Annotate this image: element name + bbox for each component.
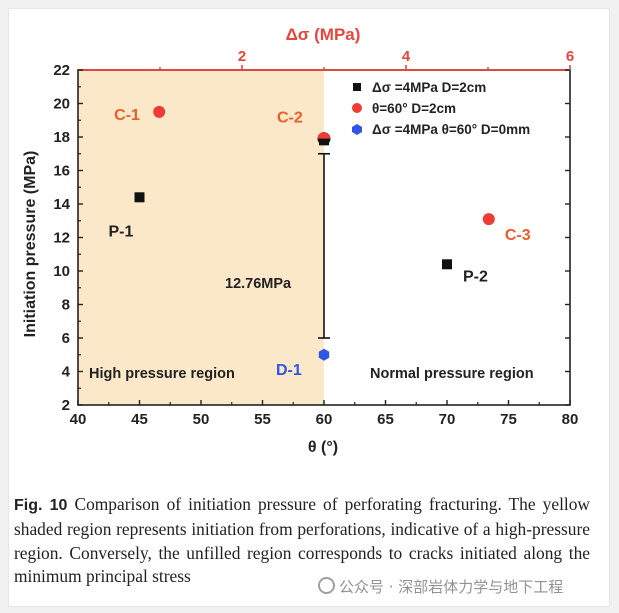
x-tick-label: 45 (131, 411, 148, 428)
difference-annotation-label: 12.76MPa (225, 276, 292, 292)
x-tick-label: 60 (316, 411, 333, 428)
y-tick-label: 16 (53, 163, 70, 180)
y-tick-label: 14 (53, 196, 70, 213)
x-tick-label: 40 (70, 411, 87, 428)
caption-text: Comparison of initiation pressure of per… (14, 494, 590, 587)
point-label-c-3: C-3 (505, 227, 531, 244)
top-tick-label: 2 (238, 48, 246, 65)
high-pressure-shaded-region (78, 70, 324, 405)
legend-entry-1: Δσ =4MPa D=2cm (372, 80, 486, 95)
watermark: 公众号 · 深部岩体力学与地下工程 (318, 576, 563, 597)
point-label-c-2: C-2 (277, 109, 303, 126)
y-tick-label: 22 (53, 62, 70, 79)
normal-pressure-region-label: Normal pressure region (370, 366, 534, 382)
legend-entry-3: Δσ =4MPa θ=60° D=0mm (372, 122, 530, 137)
high-pressure-region-label: High pressure region (89, 366, 235, 382)
legend-marker-square (353, 83, 361, 91)
y-tick-label: 8 (62, 297, 70, 314)
x-tick-label: 55 (254, 411, 271, 428)
y-tick-label: 6 (62, 330, 70, 347)
x-tick-label: 70 (439, 411, 456, 428)
y-axis-title: Initiation pressure (MPa) (22, 151, 39, 338)
y-tick-label: 2 (62, 397, 70, 414)
point-label-p-2: P-2 (463, 268, 488, 285)
top-tick-label: 6 (566, 48, 574, 65)
top-axis-title: Δσ (MPa) (286, 25, 361, 44)
y-tick-label: 12 (53, 230, 70, 247)
y-tick-label: 20 (53, 96, 70, 113)
data-point-c-1-circle (153, 105, 166, 118)
figure-caption: Fig. 10 Comparison of initiation pressur… (14, 493, 590, 589)
data-point-d-1-hexagon (318, 348, 330, 361)
legend-marker-circle (352, 103, 362, 113)
point-label-d-1: D-1 (276, 362, 302, 379)
x-axis-title: θ (°) (308, 439, 338, 456)
data-point-c-3-circle (482, 213, 495, 226)
data-point-p-2-square (442, 259, 452, 270)
legend-marker-hexagon (352, 124, 362, 135)
caption-fig-label: Fig. 10 (14, 497, 68, 514)
watermark-text: 公众号 · 深部岩体力学与地下工程 (339, 578, 564, 596)
legend-entry-2: θ=60° D=2cm (372, 101, 456, 116)
x-tick-label: 80 (562, 411, 579, 428)
x-tick-label: 65 (377, 411, 394, 428)
y-tick-label: 10 (53, 263, 70, 280)
x-tick-label: 75 (500, 411, 517, 428)
x-tick-label: 50 (193, 411, 210, 428)
wechat-icon (318, 577, 335, 594)
point-label-p-1: P-1 (109, 223, 134, 240)
y-tick-label: 18 (53, 129, 70, 146)
y-tick-label: 4 (62, 364, 71, 381)
top-tick-label: 4 (402, 48, 411, 65)
legend: Δσ =4MPa D=2cm θ=60° D=2cm Δσ =4MPa θ=60… (352, 80, 530, 137)
point-label-c-1: C-1 (114, 107, 140, 124)
data-point-c-2-circle (317, 132, 331, 139)
data-point-p-1-square (134, 192, 145, 203)
